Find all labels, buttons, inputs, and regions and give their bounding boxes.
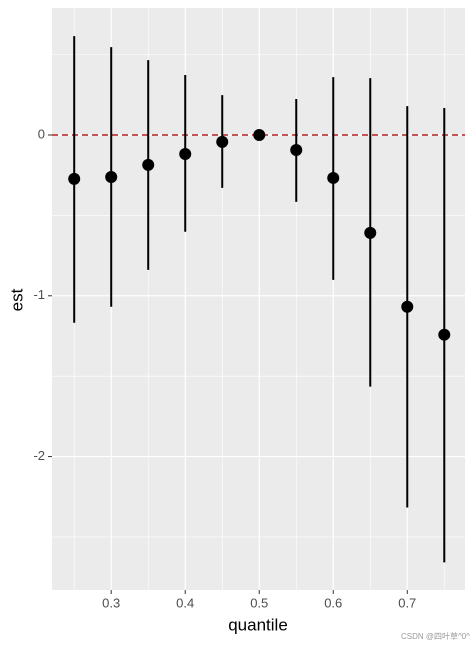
point bbox=[253, 129, 266, 142]
point bbox=[364, 226, 377, 239]
x-tick-label: 0.6 bbox=[324, 595, 342, 610]
point bbox=[68, 172, 81, 185]
point bbox=[401, 300, 414, 313]
point bbox=[142, 158, 155, 171]
watermark: CSDN @四叶草^0^ bbox=[401, 631, 470, 641]
point bbox=[438, 328, 451, 341]
y-tick-label: 0 bbox=[38, 126, 45, 141]
x-tick-label: 0.4 bbox=[176, 595, 194, 610]
point bbox=[327, 171, 340, 184]
point bbox=[179, 147, 192, 160]
point bbox=[290, 143, 303, 156]
panel bbox=[52, 8, 465, 590]
point bbox=[216, 135, 229, 148]
x-axis-title: quantile bbox=[228, 615, 288, 634]
y-tick-label: -2 bbox=[33, 448, 45, 463]
point bbox=[105, 170, 118, 183]
y-axis-title: est bbox=[7, 288, 26, 311]
x-tick-label: 0.3 bbox=[102, 595, 120, 610]
x-tick-label: 0.5 bbox=[250, 595, 268, 610]
x-tick-label: 0.7 bbox=[398, 595, 416, 610]
y-tick-label: -1 bbox=[33, 287, 45, 302]
